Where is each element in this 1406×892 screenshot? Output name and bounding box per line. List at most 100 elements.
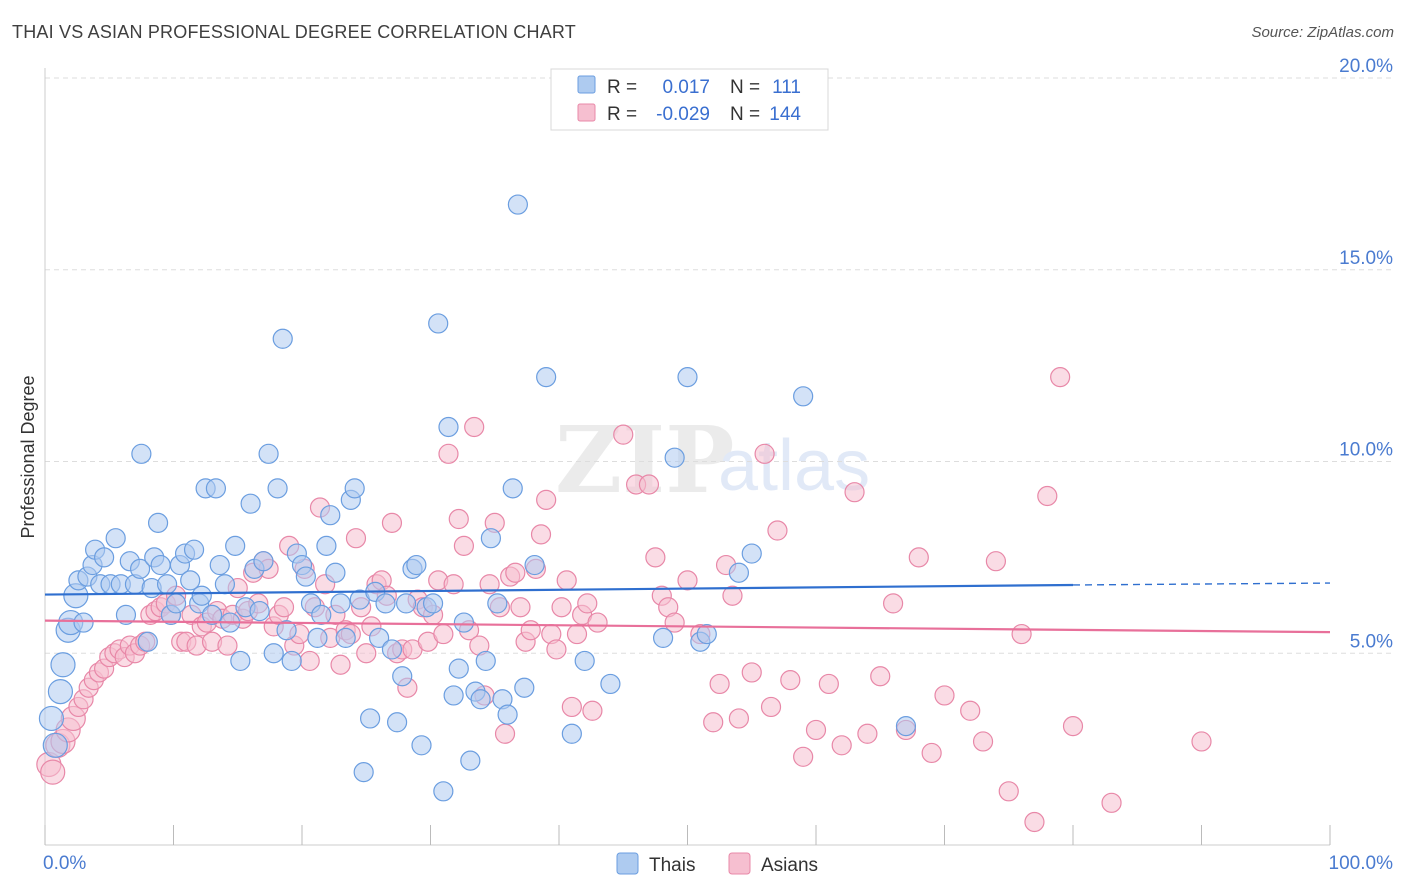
- thais-point: [165, 593, 187, 614]
- asians-point: [505, 562, 526, 583]
- asians-point: [510, 597, 531, 618]
- legend-r-label-asians: R =: [607, 104, 637, 125]
- thais-point: [230, 650, 251, 672]
- thais-point: [209, 554, 230, 576]
- thais-point: [50, 652, 76, 678]
- asians-point: [1050, 367, 1071, 388]
- asians-point: [857, 723, 878, 744]
- thais-point: [375, 593, 396, 614]
- asians-point: [546, 639, 567, 660]
- thais-point: [428, 313, 449, 334]
- y-tick-label: 15.0%: [1339, 248, 1393, 269]
- asians-point: [299, 650, 320, 672]
- source-credit: Source: ZipAtlas.com: [1251, 24, 1394, 41]
- series-legend: Thais Asians: [616, 852, 818, 876]
- asians-point: [448, 508, 469, 530]
- asians-point: [638, 474, 660, 495]
- asians-point: [754, 443, 775, 464]
- legend-n-value-thais: 111: [772, 77, 801, 98]
- asians-point: [551, 597, 572, 618]
- x-tick-label-min: 0.0%: [43, 853, 86, 874]
- thais-points: [38, 194, 917, 802]
- asians-point: [536, 489, 557, 510]
- asians-point: [780, 669, 801, 691]
- asians-point: [972, 731, 994, 752]
- thais-point: [507, 194, 528, 215]
- thais-point: [497, 704, 518, 725]
- thais-point: [677, 367, 698, 388]
- legend-swatch-asians: [577, 103, 596, 122]
- legend-n-label-thais: N =: [730, 77, 760, 98]
- asians-point: [433, 623, 454, 645]
- thais-point: [150, 554, 171, 576]
- thais-point: [156, 574, 178, 595]
- asians-point: [645, 547, 666, 568]
- legend-n-value-asians: 144: [769, 104, 801, 125]
- legend-swatch-thais: [577, 75, 596, 94]
- asians-point: [1011, 623, 1032, 645]
- thais-point: [524, 554, 545, 576]
- thais-point: [225, 535, 246, 556]
- asians-point: [582, 700, 603, 721]
- thais-point: [335, 627, 356, 649]
- asians-point: [960, 700, 981, 721]
- asians-point: [760, 696, 782, 718]
- thais-point: [561, 723, 582, 744]
- thais-point: [330, 593, 351, 614]
- asians-point: [703, 712, 724, 733]
- asians-point: [908, 547, 929, 568]
- asians-point: [818, 673, 839, 695]
- thais-point: [307, 627, 328, 649]
- thais-point: [263, 643, 284, 664]
- thais-point: [487, 593, 508, 614]
- y-tick-label: 10.0%: [1339, 440, 1393, 461]
- thais-point: [115, 604, 137, 626]
- thais-point: [502, 478, 523, 499]
- chart-title: THAI VS ASIAN PROFESSIONAL DEGREE CORREL…: [12, 22, 576, 42]
- thais-point: [406, 554, 427, 576]
- bottom-legend-swatch-asians: [728, 852, 751, 875]
- asians-point: [722, 585, 743, 606]
- asians-point: [587, 612, 608, 633]
- thais-point: [433, 781, 454, 802]
- asians-point: [1101, 792, 1122, 813]
- legend-r-value-asians: -0.029: [656, 104, 710, 125]
- asians-point: [767, 520, 788, 541]
- asians-point: [494, 723, 516, 744]
- asians-point: [1191, 731, 1212, 752]
- thais-point: [249, 600, 270, 622]
- thais-point: [253, 551, 274, 572]
- thais-point: [180, 570, 201, 591]
- thais-point: [460, 750, 481, 771]
- thais-point: [600, 673, 621, 695]
- asians-point: [934, 685, 955, 706]
- thais-point: [320, 505, 341, 526]
- asians-point: [40, 759, 66, 785]
- asians-point: [921, 742, 942, 764]
- legend-r-label-thais: R =: [607, 77, 637, 98]
- thais-point: [793, 386, 814, 407]
- asians-point: [793, 746, 814, 767]
- asians-point: [273, 597, 295, 618]
- thais-point: [276, 620, 297, 641]
- thais-point: [344, 478, 365, 499]
- asians-point: [561, 696, 582, 718]
- asians-point: [1037, 485, 1058, 507]
- thais-point: [386, 712, 408, 733]
- asians-point: [998, 781, 1019, 802]
- asians-point: [381, 512, 403, 533]
- bottom-legend-swatch-thais: [616, 852, 639, 875]
- thais-point: [73, 612, 94, 633]
- thais-point: [316, 535, 337, 556]
- thais-point: [411, 735, 432, 756]
- thais-point: [448, 658, 469, 679]
- thais-point: [392, 666, 413, 687]
- thais-point: [191, 585, 212, 606]
- thais-point: [728, 562, 750, 583]
- thais-point: [574, 650, 595, 672]
- asians-point: [556, 570, 577, 591]
- thais-point: [281, 650, 302, 672]
- thais-point: [47, 678, 74, 705]
- asians-point: [530, 524, 552, 545]
